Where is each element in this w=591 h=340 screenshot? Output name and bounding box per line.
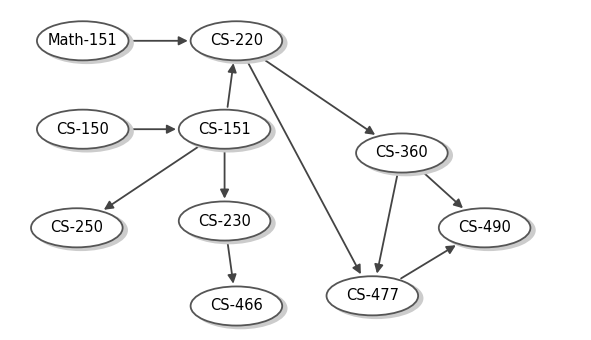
Text: CS-490: CS-490 — [458, 220, 511, 235]
Ellipse shape — [40, 111, 134, 152]
Text: CS-466: CS-466 — [210, 299, 263, 313]
Text: CS-477: CS-477 — [346, 288, 399, 303]
Ellipse shape — [441, 209, 536, 251]
Ellipse shape — [40, 22, 134, 64]
Ellipse shape — [190, 21, 282, 61]
Ellipse shape — [190, 286, 282, 326]
Ellipse shape — [182, 203, 275, 244]
Ellipse shape — [194, 288, 287, 329]
Ellipse shape — [178, 201, 270, 241]
Text: CS-360: CS-360 — [375, 146, 428, 160]
Text: CS-151: CS-151 — [198, 122, 251, 137]
Ellipse shape — [194, 22, 287, 64]
Text: CS-250: CS-250 — [50, 220, 103, 235]
Ellipse shape — [359, 134, 453, 176]
Ellipse shape — [34, 209, 128, 251]
Text: CS-150: CS-150 — [56, 122, 109, 137]
Text: CS-230: CS-230 — [198, 214, 251, 228]
Ellipse shape — [439, 208, 530, 248]
Ellipse shape — [37, 109, 129, 149]
Ellipse shape — [31, 208, 123, 248]
Ellipse shape — [356, 133, 448, 172]
Ellipse shape — [326, 276, 418, 316]
Ellipse shape — [329, 277, 424, 319]
Ellipse shape — [182, 111, 275, 152]
Ellipse shape — [37, 21, 129, 61]
Text: CS-220: CS-220 — [210, 33, 263, 48]
Text: Math-151: Math-151 — [48, 33, 118, 48]
Ellipse shape — [178, 109, 270, 149]
